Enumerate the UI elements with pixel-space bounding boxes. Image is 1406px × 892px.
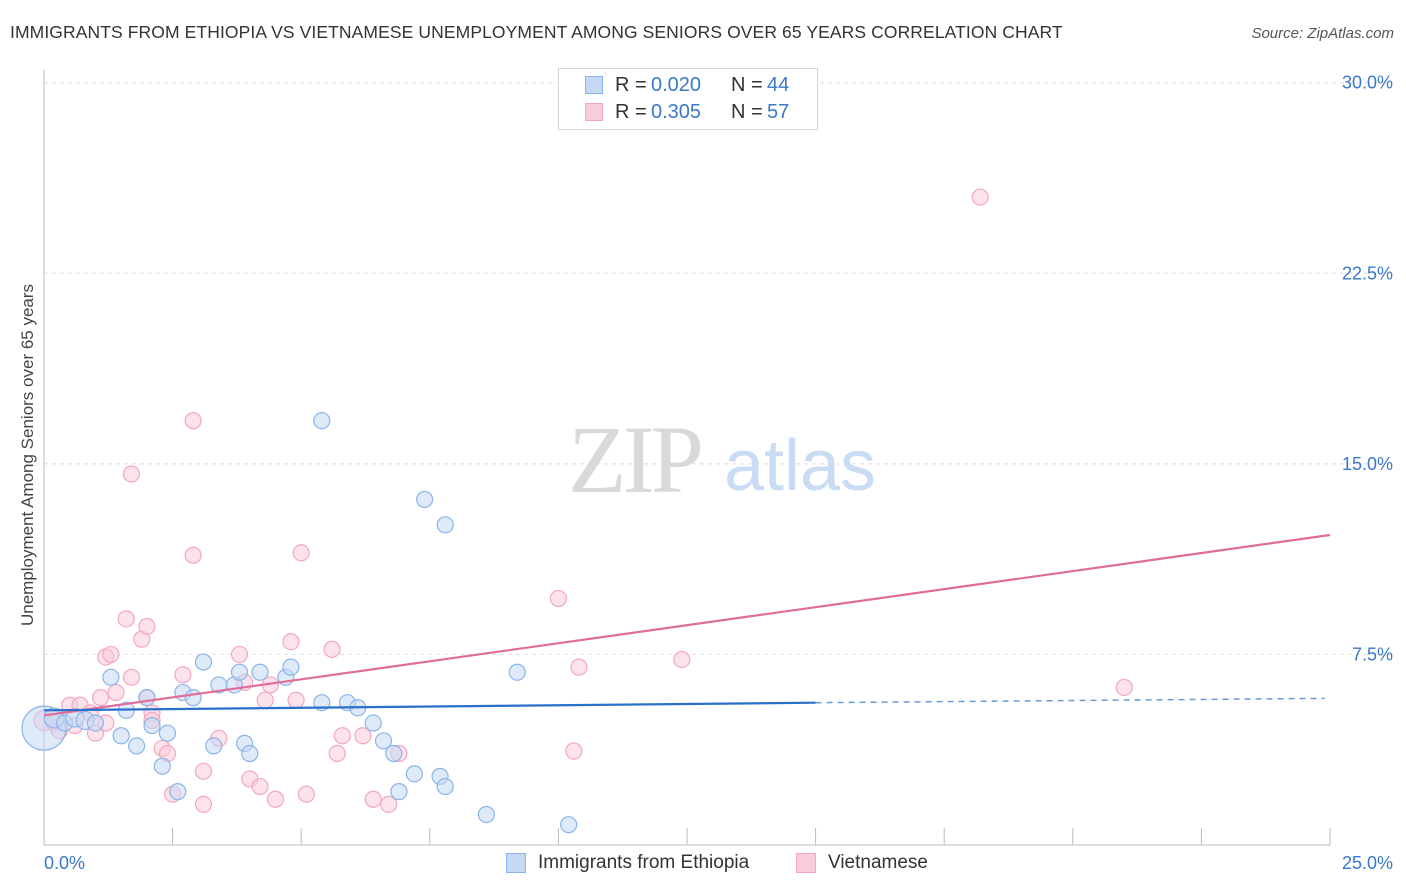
ethiopia-point (282, 658, 300, 676)
n-value: 57 (767, 101, 790, 123)
vietnamese-point (138, 617, 156, 636)
ethiopia-point (385, 744, 403, 763)
vietnamese-point (117, 610, 135, 628)
vietnamese-point (570, 658, 588, 676)
ethiopia-point (169, 783, 187, 801)
chart-source: Source: ZipAtlas.com (1251, 25, 1394, 42)
watermark-atlas: atlas (724, 426, 876, 506)
ethiopia-point (477, 805, 495, 824)
ethiopia-point (508, 663, 526, 681)
ethiopia-point (184, 689, 202, 707)
vietnamese-point (122, 668, 141, 686)
ethiopia-point (364, 714, 382, 732)
vietnamese-point (971, 188, 989, 206)
vietnamese-point (184, 412, 202, 430)
ethiopia-legend-swatch (506, 853, 526, 873)
vietnamese-point (122, 465, 141, 483)
ethiopia-point (560, 816, 578, 834)
ethiopia-swatch (585, 76, 603, 94)
ethiopia-point (112, 727, 130, 745)
watermark: ZIP atlas (568, 406, 876, 513)
ethiopia-points (21, 412, 578, 834)
ethiopia-point (390, 783, 408, 801)
ethiopia-point (405, 765, 423, 783)
vietnamese-point (194, 762, 213, 780)
vietnamese-point (102, 645, 120, 664)
ethiopia-point (251, 663, 269, 681)
vietnamese-point (230, 645, 249, 664)
n-label: N = (731, 101, 763, 123)
tick-labels: 7.5% 15.0% 22.5% 30.0% 0.0% 25.0% (44, 73, 1393, 873)
vietnamese-point (673, 650, 691, 669)
ethiopia-point (230, 663, 249, 681)
vietnamese-point (297, 785, 315, 803)
ethiopia-point (127, 737, 146, 755)
vietnamese-point (91, 689, 110, 707)
vietnamese-point (266, 790, 285, 808)
vietnamese-point (333, 727, 351, 745)
x-tick-label: 0.0% (44, 853, 85, 873)
ethiopia-point (416, 490, 434, 509)
vietnamese-swatch (585, 103, 603, 121)
x-tick-label: 25.0% (1342, 853, 1393, 873)
ethiopia-point (194, 653, 213, 671)
trend-lines (43, 533, 1331, 717)
vietnamese-point (292, 544, 310, 562)
ethiopia-point (313, 412, 331, 430)
vietnamese-point (549, 589, 568, 608)
grid-lines (44, 82, 1390, 655)
r-label: R = (615, 74, 647, 96)
vietnamese-point (282, 633, 300, 651)
vietnamese-point (364, 790, 382, 808)
ethiopia-point (143, 716, 161, 735)
vietnamese-point (256, 691, 274, 709)
ethiopia-point (138, 689, 156, 707)
ethiopia-legend-label: Immigrants from Ethiopia (538, 852, 750, 873)
vietnamese-point (251, 777, 269, 796)
vietnamese-point (323, 640, 341, 658)
n-label: N = (731, 74, 763, 96)
ethiopia-point (436, 516, 454, 534)
ethiopia-point (374, 732, 393, 750)
vietnamese-point (184, 546, 202, 564)
vietnamese-legend-swatch (796, 853, 816, 873)
watermark-zip: ZIP (568, 406, 701, 513)
vietnamese-point (354, 727, 372, 745)
vietnamese-point (380, 795, 398, 813)
ethiopia-point (86, 714, 105, 732)
vietnamese-point (287, 691, 305, 709)
vietnamese-point (328, 744, 346, 763)
ethiopia-point (205, 737, 223, 755)
r-value: 0.305 (651, 101, 702, 123)
vietnamese-point (194, 795, 213, 813)
y-tick-label: 7.5% (1352, 644, 1393, 664)
y-tick-label: 15.0% (1342, 454, 1393, 474)
ethiopia-point (436, 777, 454, 796)
ethiopia-trend-extension (815, 697, 1325, 704)
vietnamese-point (565, 742, 583, 760)
ethiopia-point (153, 757, 171, 775)
ethiopia-point (158, 724, 177, 742)
ethiopia-point (102, 668, 120, 686)
ethiopia-point (241, 744, 259, 763)
vietnamese-point (107, 683, 125, 702)
vietnamese-trend-line (43, 533, 1331, 717)
r-value: 0.020 (651, 74, 702, 96)
vietnamese-legend-label: Vietnamese (828, 852, 928, 873)
correlation-legend: R = 0.020 N = 44 R = 0.305 N = 57 (558, 68, 818, 130)
ethiopia-trend-line (43, 701, 816, 712)
y-tick-label: 30.0% (1342, 73, 1393, 93)
n-value: 44 (767, 74, 790, 96)
r-label: R = (615, 101, 647, 123)
vietnamese-point (1115, 678, 1133, 697)
chart-title: IMMIGRANTS FROM ETHIOPIA VS VIETNAMESE U… (10, 22, 1063, 42)
y-tick-label: 22.5% (1342, 263, 1393, 283)
vietnamese-point (174, 666, 192, 684)
